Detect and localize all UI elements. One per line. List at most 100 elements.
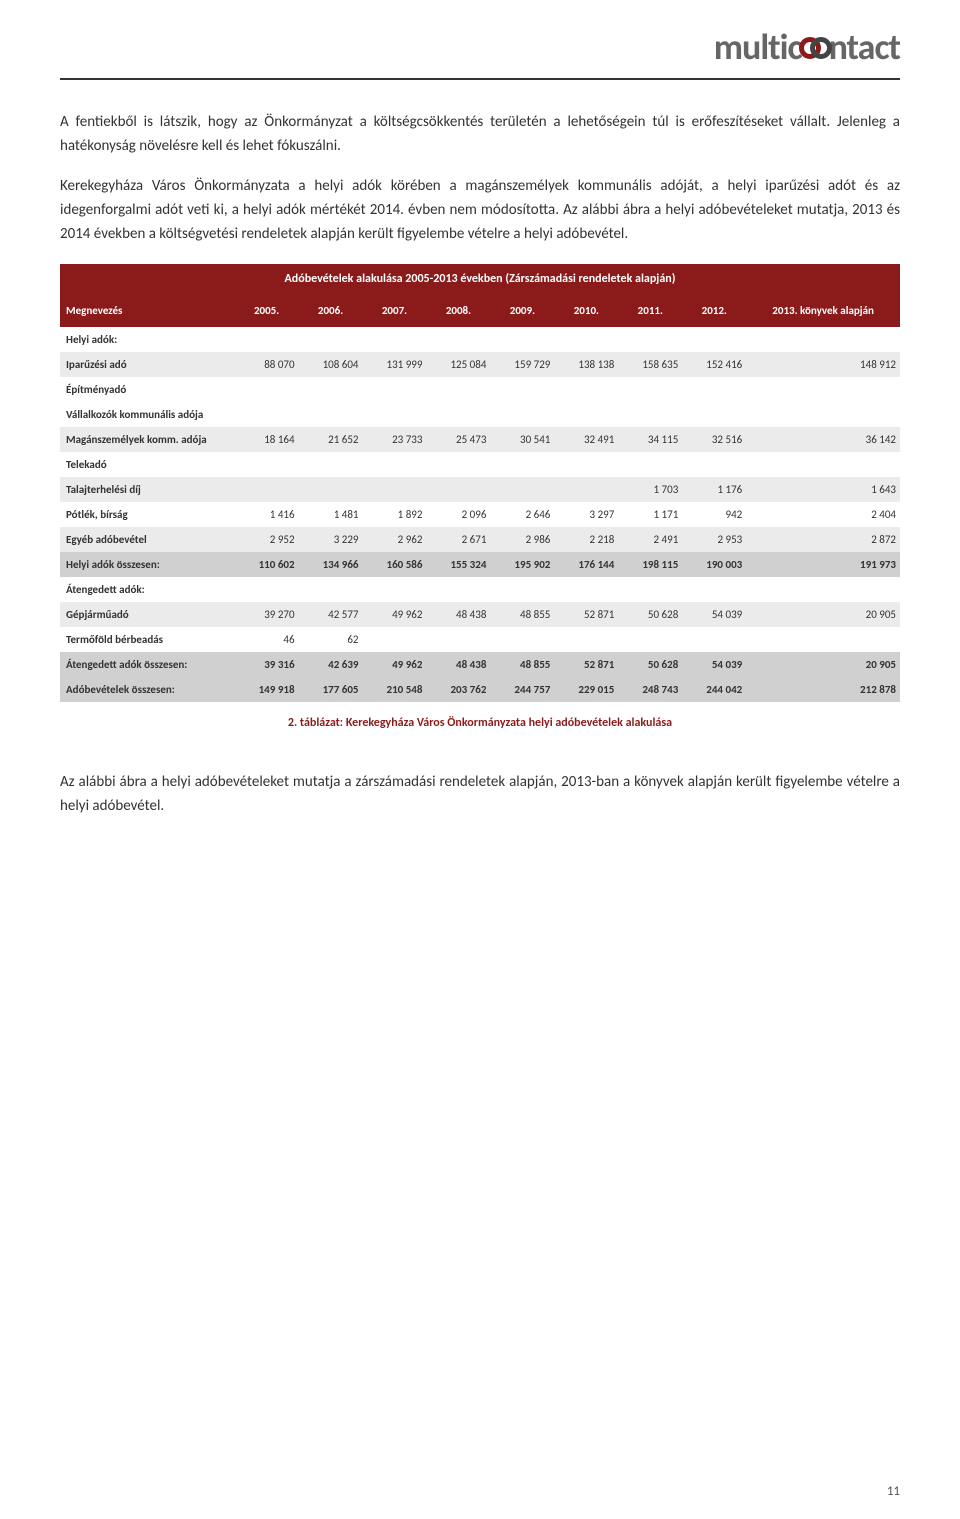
row-value xyxy=(363,327,427,352)
row-value xyxy=(426,377,490,402)
row-value: 2 986 xyxy=(490,527,554,552)
row-value xyxy=(299,577,363,602)
table-title: Adóbevételek alakulása 2005-2013 években… xyxy=(60,264,900,294)
row-value: 176 144 xyxy=(554,552,618,577)
row-value xyxy=(490,452,554,477)
row-value: 148 912 xyxy=(746,352,900,377)
row-label: Gépjárműadó xyxy=(60,602,235,627)
row-value xyxy=(299,402,363,427)
table-row: Termőföld bérbeadás4662 xyxy=(60,627,900,652)
table-row: Egyéb adóbevétel2 9523 2292 9622 6712 98… xyxy=(60,527,900,552)
row-value: 1 176 xyxy=(682,477,746,502)
row-value: 160 586 xyxy=(363,552,427,577)
table-row: Magánszemélyek komm. adója18 16421 65223… xyxy=(60,427,900,452)
row-value: 49 962 xyxy=(363,602,427,627)
row-value: 244 757 xyxy=(490,677,554,702)
row-value xyxy=(618,327,682,352)
row-value xyxy=(554,377,618,402)
row-label: Adóbevételek összesen: xyxy=(60,677,235,702)
row-value xyxy=(490,327,554,352)
row-label: Helyi adók: xyxy=(60,327,235,352)
row-value: 18 164 xyxy=(235,427,299,452)
row-value: 50 628 xyxy=(618,652,682,677)
column-header: 2009. xyxy=(490,294,554,327)
paragraph-1: A fentiekből is látszik, hogy az Önkormá… xyxy=(60,110,900,158)
row-label: Egyéb adóbevétel xyxy=(60,527,235,552)
row-label: Átengedett adók: xyxy=(60,577,235,602)
row-value: 49 962 xyxy=(363,652,427,677)
row-value xyxy=(554,627,618,652)
row-value: 62 xyxy=(299,627,363,652)
row-value xyxy=(746,627,900,652)
row-value: 48 855 xyxy=(490,602,554,627)
row-value: 2 646 xyxy=(490,502,554,527)
row-value: 36 142 xyxy=(746,427,900,452)
row-value: 1 481 xyxy=(299,502,363,527)
column-header: 2013. könyvek alapján xyxy=(746,294,900,327)
row-value: 25 473 xyxy=(426,427,490,452)
row-value: 2 404 xyxy=(746,502,900,527)
row-value xyxy=(235,477,299,502)
row-label: Pótlék, bírság xyxy=(60,502,235,527)
table-row: Iparűzési adó88 070108 604131 999125 084… xyxy=(60,352,900,377)
row-value: 158 635 xyxy=(618,352,682,377)
row-value: 23 733 xyxy=(363,427,427,452)
row-value xyxy=(426,577,490,602)
row-value: 2 096 xyxy=(426,502,490,527)
row-value xyxy=(618,627,682,652)
table-row: Pótlék, bírság1 4161 4811 8922 0962 6463… xyxy=(60,502,900,527)
row-value xyxy=(426,477,490,502)
row-label: Iparűzési adó xyxy=(60,352,235,377)
row-value: 159 729 xyxy=(490,352,554,377)
row-label: Átengedett adók összesen: xyxy=(60,652,235,677)
page-header: multic ntact xyxy=(60,20,900,80)
row-value: 1 416 xyxy=(235,502,299,527)
row-value: 152 416 xyxy=(682,352,746,377)
row-label: Termőföld bérbeadás xyxy=(60,627,235,652)
row-value xyxy=(746,327,900,352)
row-value xyxy=(682,377,746,402)
row-value: 125 084 xyxy=(426,352,490,377)
row-value xyxy=(490,627,554,652)
row-value: 3 229 xyxy=(299,527,363,552)
row-value: 2 962 xyxy=(363,527,427,552)
table-row: Gépjárműadó39 27042 57749 96248 43848 85… xyxy=(60,602,900,627)
row-value: 52 871 xyxy=(554,602,618,627)
row-value xyxy=(490,477,554,502)
row-value: 1 892 xyxy=(363,502,427,527)
row-value xyxy=(746,377,900,402)
row-value: 1 171 xyxy=(618,502,682,527)
column-header: 2011. xyxy=(618,294,682,327)
row-value xyxy=(554,452,618,477)
row-value xyxy=(426,327,490,352)
row-value xyxy=(682,327,746,352)
table-row: Helyi adók összesen:110 602134 966160 58… xyxy=(60,552,900,577)
row-value xyxy=(490,402,554,427)
row-value xyxy=(235,577,299,602)
row-value: 54 039 xyxy=(682,652,746,677)
row-label: Magánszemélyek komm. adója xyxy=(60,427,235,452)
row-value: 32 516 xyxy=(682,427,746,452)
page-number: 11 xyxy=(887,1484,900,1499)
row-value xyxy=(618,577,682,602)
row-value xyxy=(235,452,299,477)
row-value: 190 003 xyxy=(682,552,746,577)
row-value: 2 872 xyxy=(746,527,900,552)
column-header: 2012. xyxy=(682,294,746,327)
logo-loop-dark xyxy=(810,37,832,59)
table-row: Telekadó xyxy=(60,452,900,477)
row-value: 149 918 xyxy=(235,677,299,702)
row-value: 229 015 xyxy=(554,677,618,702)
row-label: Telekadó xyxy=(60,452,235,477)
table-title-row: Adóbevételek alakulása 2005-2013 években… xyxy=(60,264,900,294)
row-value: 42 639 xyxy=(299,652,363,677)
row-value: 20 905 xyxy=(746,602,900,627)
logo-text-2: ntact xyxy=(829,25,900,69)
logo-text-1: multic xyxy=(714,25,802,69)
row-value: 191 973 xyxy=(746,552,900,577)
column-header: 2010. xyxy=(554,294,618,327)
column-header: 2006. xyxy=(299,294,363,327)
logo: multic ntact xyxy=(714,25,900,69)
row-value xyxy=(363,477,427,502)
row-value xyxy=(682,577,746,602)
